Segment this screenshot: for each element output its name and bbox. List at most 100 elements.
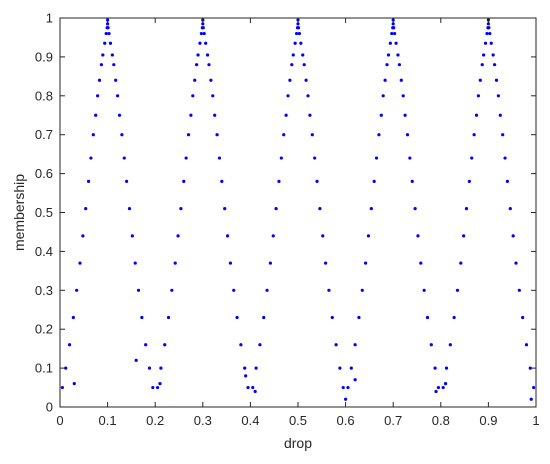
data-point bbox=[377, 133, 381, 137]
data-point bbox=[381, 94, 385, 98]
data-point bbox=[116, 94, 120, 98]
data-point bbox=[425, 315, 430, 320]
data-point bbox=[444, 366, 449, 370]
data-points bbox=[60, 18, 536, 401]
data-point bbox=[232, 288, 236, 292]
data-point bbox=[205, 53, 210, 57]
data-point bbox=[277, 179, 281, 183]
data-point bbox=[96, 94, 100, 98]
data-point bbox=[297, 31, 302, 36]
data-point bbox=[514, 261, 518, 265]
data-point bbox=[363, 261, 368, 265]
data-point bbox=[176, 234, 180, 238]
data-point bbox=[401, 94, 405, 98]
data-point bbox=[324, 261, 328, 265]
data-point bbox=[501, 133, 505, 137]
data-point bbox=[313, 156, 317, 160]
data-point bbox=[290, 63, 294, 67]
data-point bbox=[140, 315, 144, 320]
data-point bbox=[265, 288, 269, 292]
data-point bbox=[215, 133, 219, 137]
data-point bbox=[94, 113, 98, 117]
data-point bbox=[84, 207, 88, 211]
data-point bbox=[254, 366, 258, 370]
y-tick-label: 0.7 bbox=[35, 127, 53, 142]
data-point bbox=[201, 22, 205, 26]
data-point bbox=[459, 261, 463, 265]
data-point bbox=[301, 53, 305, 57]
data-point bbox=[106, 22, 110, 26]
data-point bbox=[472, 133, 476, 137]
data-point bbox=[120, 133, 124, 137]
y-tick-label: 1 bbox=[46, 11, 53, 26]
data-point bbox=[486, 22, 490, 26]
data-point bbox=[195, 63, 199, 67]
data-point bbox=[170, 288, 174, 292]
data-point bbox=[114, 78, 118, 82]
x-tick-label: 0.4 bbox=[241, 413, 259, 428]
x-axis-ticks: 0 0.1 0.2 0.3 0.4 0.5 0.6 0.7 0.8 0.9 1 bbox=[56, 18, 540, 428]
data-point bbox=[112, 63, 116, 67]
data-point bbox=[299, 41, 303, 45]
data-point bbox=[81, 234, 85, 238]
data-point bbox=[204, 41, 208, 45]
data-point bbox=[101, 53, 105, 57]
data-point bbox=[394, 41, 398, 45]
data-point bbox=[130, 234, 134, 238]
data-point bbox=[86, 179, 91, 183]
data-point bbox=[338, 366, 342, 370]
data-point bbox=[225, 234, 230, 238]
y-tick-label: 0.4 bbox=[35, 244, 53, 259]
data-point bbox=[67, 343, 72, 347]
data-point bbox=[353, 378, 357, 382]
data-point bbox=[182, 179, 186, 183]
data-point bbox=[441, 385, 445, 390]
x-tick-label: 0.7 bbox=[384, 413, 402, 428]
data-point bbox=[528, 366, 532, 370]
data-point bbox=[508, 207, 512, 211]
data-point bbox=[524, 343, 529, 347]
data-point bbox=[488, 31, 492, 36]
data-point bbox=[455, 288, 460, 292]
data-point bbox=[360, 288, 364, 292]
data-point bbox=[296, 22, 300, 26]
data-point bbox=[369, 207, 373, 211]
x-tick-label: 0.2 bbox=[146, 413, 164, 428]
x-tick-label: 0.6 bbox=[337, 413, 355, 428]
data-point bbox=[470, 156, 474, 160]
data-point bbox=[244, 374, 248, 378]
data-point bbox=[147, 366, 152, 370]
data-point bbox=[464, 207, 469, 211]
data-point bbox=[416, 234, 420, 238]
data-point bbox=[397, 63, 401, 67]
y-tick-label: 0.6 bbox=[35, 166, 53, 181]
data-point bbox=[390, 31, 394, 36]
data-point bbox=[186, 133, 191, 137]
data-point bbox=[346, 385, 350, 390]
data-point bbox=[217, 156, 222, 160]
data-point bbox=[125, 179, 129, 183]
data-point bbox=[422, 288, 426, 292]
data-point bbox=[310, 133, 314, 137]
data-point bbox=[448, 343, 452, 347]
data-point bbox=[200, 26, 204, 30]
data-point bbox=[136, 288, 141, 292]
data-point bbox=[491, 53, 495, 57]
data-point bbox=[246, 385, 250, 390]
data-point bbox=[476, 94, 480, 98]
data-point bbox=[467, 179, 471, 183]
data-point bbox=[443, 382, 448, 386]
y-tick-label: 0 bbox=[46, 400, 53, 415]
data-point bbox=[391, 26, 395, 30]
data-point bbox=[393, 31, 397, 36]
data-point bbox=[262, 315, 266, 320]
data-point bbox=[97, 78, 102, 82]
data-point bbox=[133, 261, 137, 265]
x-tick-label: 0.8 bbox=[432, 413, 450, 428]
data-point bbox=[122, 156, 126, 160]
data-point bbox=[134, 358, 138, 362]
y-tick-label: 0.3 bbox=[35, 283, 53, 298]
data-point bbox=[391, 22, 395, 26]
data-point bbox=[288, 78, 292, 82]
y-tick-label: 0.9 bbox=[35, 49, 53, 64]
